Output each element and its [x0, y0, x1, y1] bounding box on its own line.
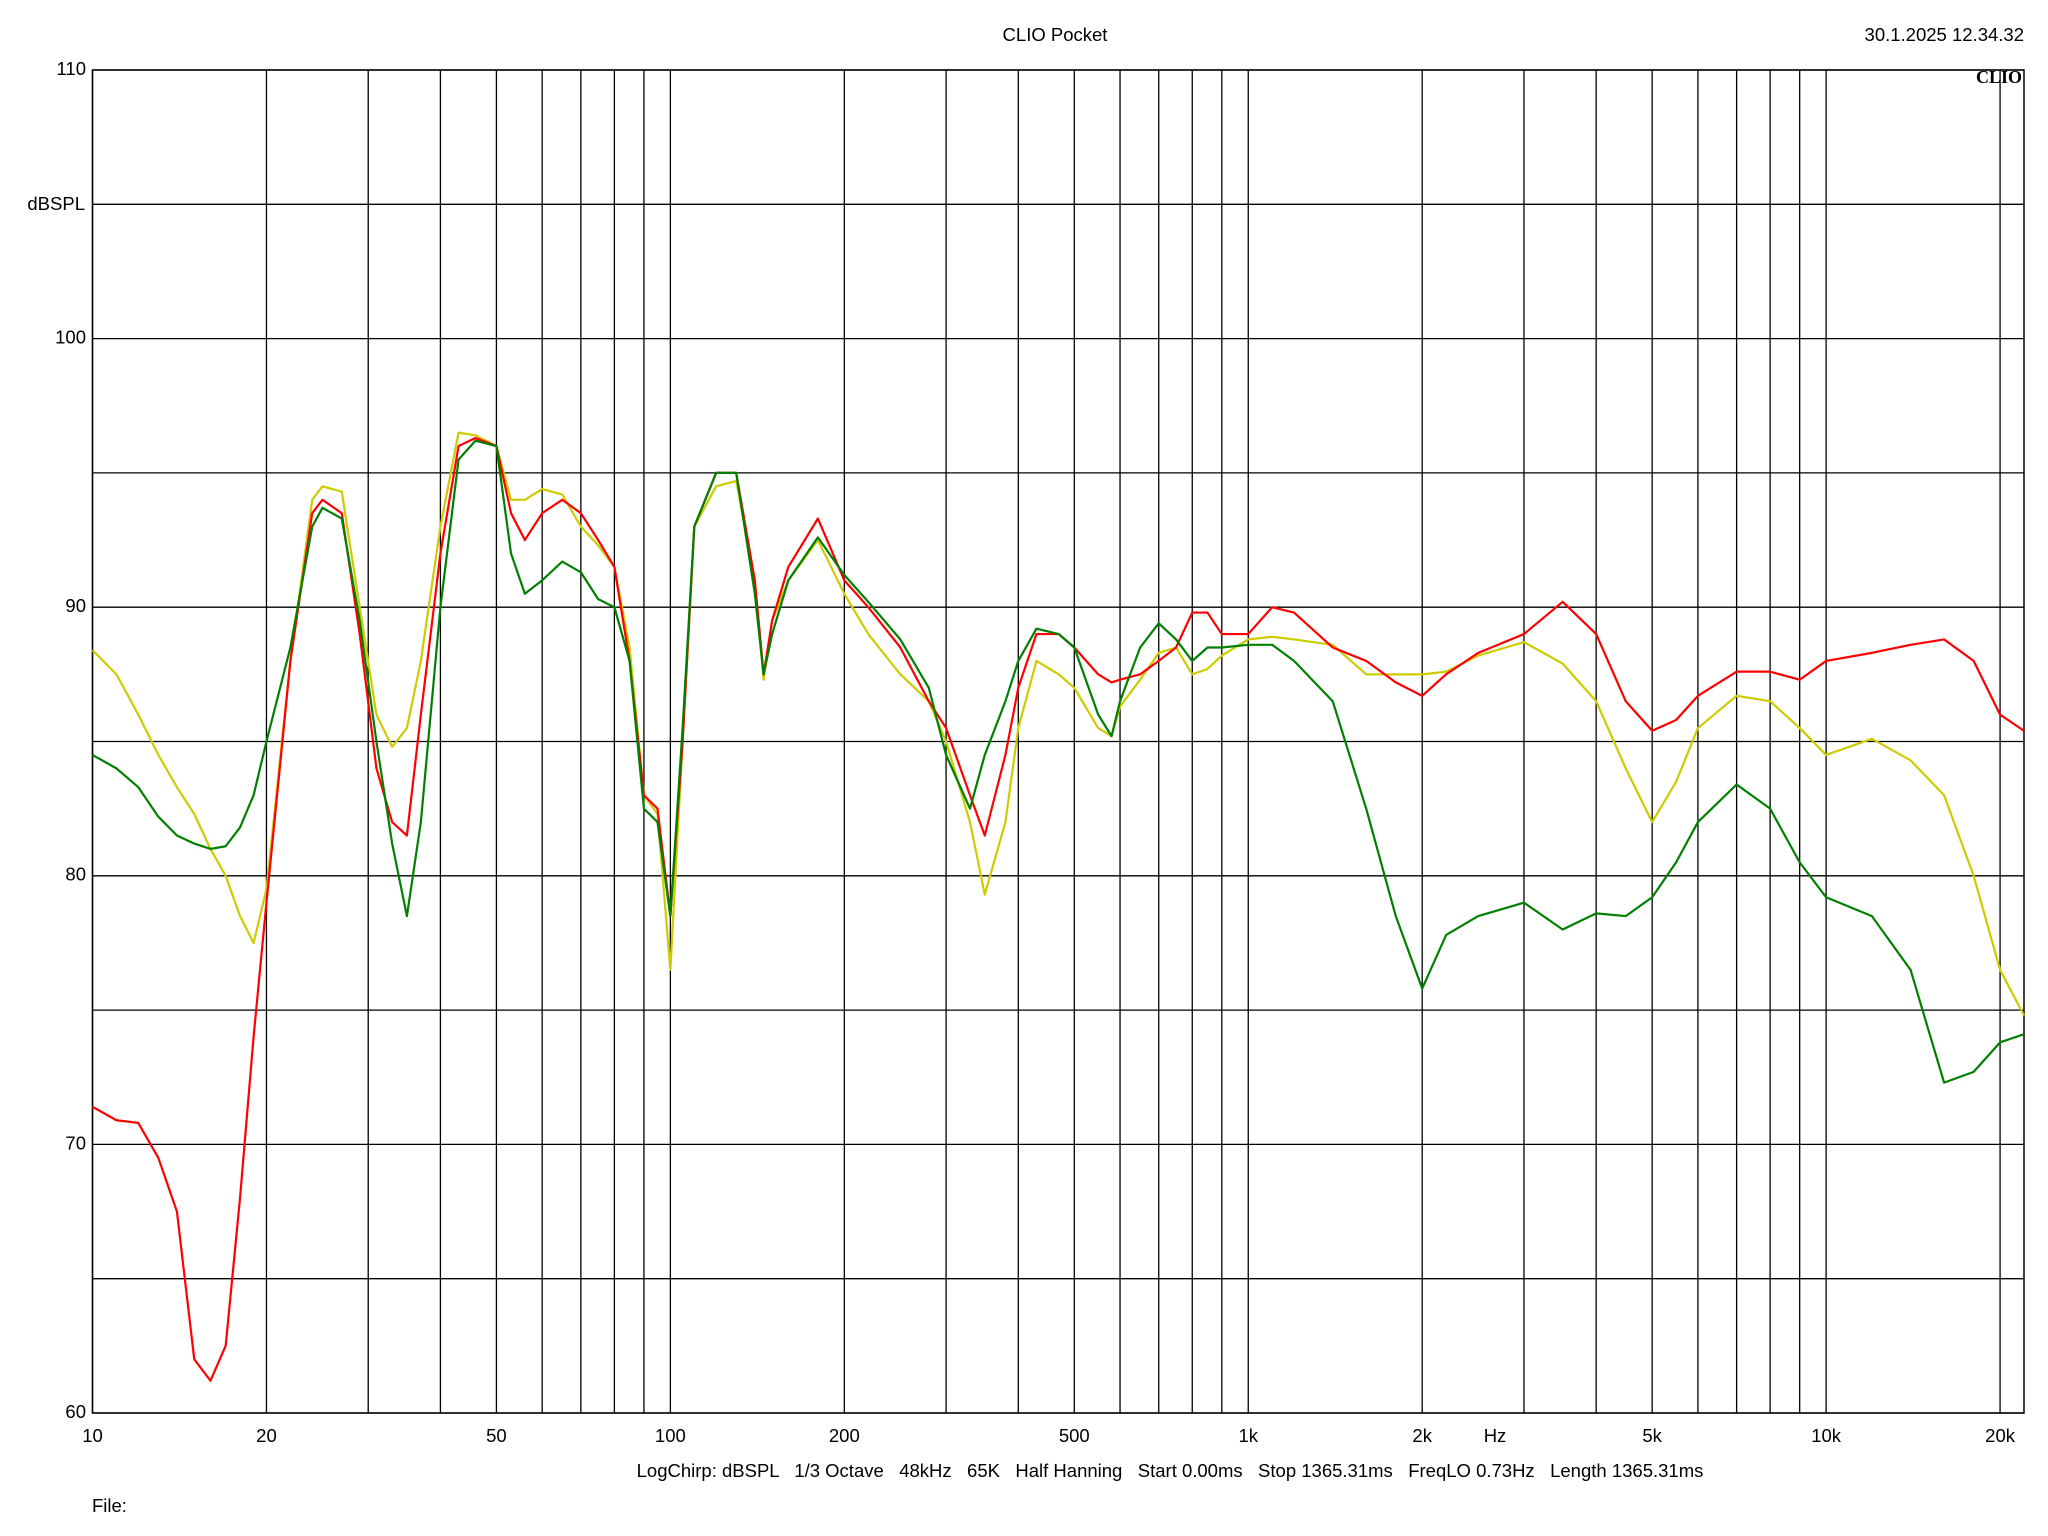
x-tick-label: 10: [82, 1425, 103, 1446]
y-tick-label: 70: [65, 1132, 86, 1153]
data-line: [91, 439, 2025, 1084]
y-tick-label: 100: [55, 326, 86, 347]
x-tick-label: 20: [256, 1425, 277, 1446]
data-line: [91, 436, 2025, 1382]
chart-title: CLIO Pocket: [1003, 24, 1108, 45]
y-tick-label: 80: [65, 864, 86, 885]
plot-frame: [91, 69, 2025, 1414]
timestamp: 30.1.2025 12.34.32: [1865, 24, 2024, 45]
y-axis-label: dBSPL: [27, 193, 85, 214]
file-label: File:: [92, 1495, 127, 1516]
x-tick-label: 1k: [1238, 1425, 1258, 1446]
y-tick-label: 110: [57, 58, 87, 79]
x-tick-label: 2k: [1412, 1425, 1432, 1446]
x-tick-label: 200: [829, 1425, 860, 1446]
y-tick-label: 90: [65, 595, 86, 616]
x-tick-label: 500: [1059, 1425, 1090, 1446]
logo: CLIO: [1976, 67, 2022, 87]
x-tick-label: 5k: [1642, 1425, 1662, 1446]
y-tick-label: 60: [65, 1401, 86, 1422]
x-tick-label: 20k: [1985, 1425, 2016, 1446]
settings-line: LogChirp: dBSPL 1/3 Octave 48kHz 65K Hal…: [637, 1460, 1704, 1481]
x-tick-label: 100: [655, 1425, 686, 1446]
x-axis-label: Hz: [1484, 1425, 1507, 1446]
data-line: [91, 431, 2025, 1016]
x-tick-label: 10k: [1811, 1425, 1842, 1446]
x-tick-label: 50: [486, 1425, 507, 1446]
